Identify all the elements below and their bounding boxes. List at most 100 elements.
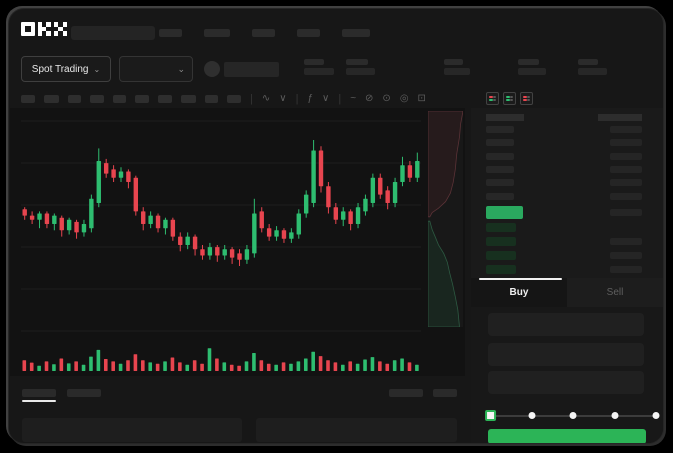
chevron-down-icon[interactable]: ∨ <box>322 93 330 104</box>
qty-dash <box>493 99 496 101</box>
stat-value-placeholder <box>304 68 334 75</box>
logo-x-block <box>53 22 67 36</box>
bid-amount-placeholder-2 <box>610 252 642 259</box>
app-window: Spot Trading ⌄ ⌄ | ∿ ∨ | ƒ ∨ | ~ ⊘ ⊙ ◎ ⊡ Buy Sell <box>8 8 664 444</box>
bid-dash <box>506 99 510 101</box>
ask-amount-placeholder-4 <box>610 179 642 186</box>
trade-input-2[interactable] <box>488 371 644 394</box>
ask-price-placeholder-5[interactable] <box>486 193 514 200</box>
fullscreen-icon[interactable]: ⊡ <box>417 93 426 104</box>
ask-price-placeholder-4[interactable] <box>486 179 514 186</box>
indicators-icon[interactable]: ƒ <box>307 93 313 104</box>
timeframe-button-6[interactable] <box>158 95 172 103</box>
bid-price-placeholder-3[interactable] <box>486 265 516 274</box>
orderbook-header-price <box>486 114 524 121</box>
qty-dash <box>527 96 530 98</box>
trade-input-1[interactable] <box>488 343 644 366</box>
timer-icon[interactable]: ◎ <box>399 93 409 104</box>
chart-toolbar: | ∿ ∨ | ƒ ∨ | ~ ⊘ ⊙ ◎ ⊡ <box>21 91 461 107</box>
bottom-panel-0[interactable] <box>22 418 242 442</box>
stat-group-4 <box>578 59 648 83</box>
trade-side-tabs: Buy Sell <box>471 278 663 307</box>
market-type-dropdown[interactable]: Spot Trading ⌄ <box>21 56 111 82</box>
orderbook-view-toggles <box>486 92 533 105</box>
book-bids-icon[interactable] <box>503 92 516 105</box>
nav-item-4[interactable] <box>342 29 370 37</box>
qty-dash <box>493 96 496 98</box>
bid-price-placeholder-2[interactable] <box>486 251 516 260</box>
stat-group-1 <box>346 59 416 83</box>
nav-item-3[interactable] <box>297 29 320 37</box>
bottom-tab-1[interactable] <box>67 389 101 397</box>
timeframe-button-0[interactable] <box>21 95 35 103</box>
nav-item-2[interactable] <box>252 29 275 37</box>
ask-amount-placeholder-3 <box>610 166 642 173</box>
nav-item-0[interactable] <box>159 29 182 37</box>
candlestick-chart[interactable] <box>21 113 421 339</box>
slider-dot-75[interactable] <box>611 412 618 419</box>
slider-dot-100[interactable] <box>652 412 660 419</box>
tab-sell[interactable]: Sell <box>567 278 663 307</box>
pair-name-placeholder <box>224 62 279 77</box>
bottom-tab-3[interactable] <box>433 389 457 397</box>
ask-amount-placeholder-1 <box>610 139 642 146</box>
bid-amount-placeholder-1 <box>610 238 642 245</box>
amount-slider[interactable] <box>485 410 660 422</box>
stat-value-placeholder <box>346 68 375 75</box>
tab-buy[interactable]: Buy <box>471 278 567 307</box>
strike-icon[interactable]: ⊘ <box>365 93 374 104</box>
slider-handle[interactable] <box>485 410 497 421</box>
bottom-tab-2[interactable] <box>389 389 423 397</box>
okx-logo <box>21 22 67 38</box>
slider-dot-25[interactable] <box>528 412 535 419</box>
stat-value-placeholder <box>444 68 470 75</box>
chevron-down-icon: ⌄ <box>93 64 101 74</box>
market-type-label: Spot Trading <box>31 63 89 75</box>
curve-icon[interactable]: ~ <box>350 93 357 104</box>
nav-item-1[interactable] <box>204 29 230 37</box>
ask-dash <box>489 96 493 98</box>
timeframe-button-4[interactable] <box>113 95 126 103</box>
ask-price-placeholder-0[interactable] <box>486 126 514 133</box>
timeframe-button-9[interactable] <box>227 95 241 103</box>
search-input[interactable] <box>71 26 155 40</box>
ask-price-placeholder-3[interactable] <box>486 166 514 173</box>
divider: | <box>295 93 299 105</box>
active-tab-underline <box>22 400 56 402</box>
logo-o-block <box>21 22 35 36</box>
active-tab-indicator <box>479 278 562 280</box>
timeframe-button-8[interactable] <box>205 95 218 103</box>
timeframe-button-1[interactable] <box>44 95 59 103</box>
book-asks-icon[interactable] <box>520 92 533 105</box>
book-both-icon[interactable] <box>486 92 499 105</box>
timeframe-button-7[interactable] <box>181 95 196 103</box>
ask-price-placeholder-2[interactable] <box>486 153 514 160</box>
orderbook-header-amount <box>598 114 642 121</box>
depth-overlay <box>428 111 463 327</box>
bid-amount-placeholder-3 <box>610 266 642 273</box>
bid-price-placeholder-0[interactable] <box>486 223 516 232</box>
timeframe-button-2[interactable] <box>68 95 81 103</box>
timeframe-button-3[interactable] <box>90 95 104 103</box>
qty-dash <box>510 96 513 98</box>
bid-price-placeholder-1[interactable] <box>486 237 516 246</box>
chevron-down-icon[interactable]: ∨ <box>279 93 287 104</box>
chevron-down-icon: ⌄ <box>177 64 185 74</box>
bottom-tab-0[interactable] <box>22 389 56 397</box>
bottom-panel-1[interactable] <box>256 418 457 442</box>
logo-k-block <box>37 22 51 36</box>
stat-group-0 <box>304 59 374 83</box>
pair-dropdown[interactable]: ⌄ <box>119 56 193 82</box>
buy-submit-button[interactable] <box>488 429 646 443</box>
ask-price-placeholder-1[interactable] <box>486 139 514 146</box>
ask-amount-placeholder-2 <box>610 153 642 160</box>
stat-label-placeholder <box>578 59 598 65</box>
slider-dot-50[interactable] <box>569 412 577 419</box>
stat-label-placeholder <box>518 59 539 65</box>
ask-dash <box>506 96 510 98</box>
timeframe-button-5[interactable] <box>135 95 149 103</box>
stat-value-placeholder <box>578 68 607 75</box>
line-style-icon[interactable]: ∿ <box>261 93 271 104</box>
trade-input-0[interactable] <box>488 313 644 336</box>
camera-icon[interactable]: ⊙ <box>382 93 391 104</box>
